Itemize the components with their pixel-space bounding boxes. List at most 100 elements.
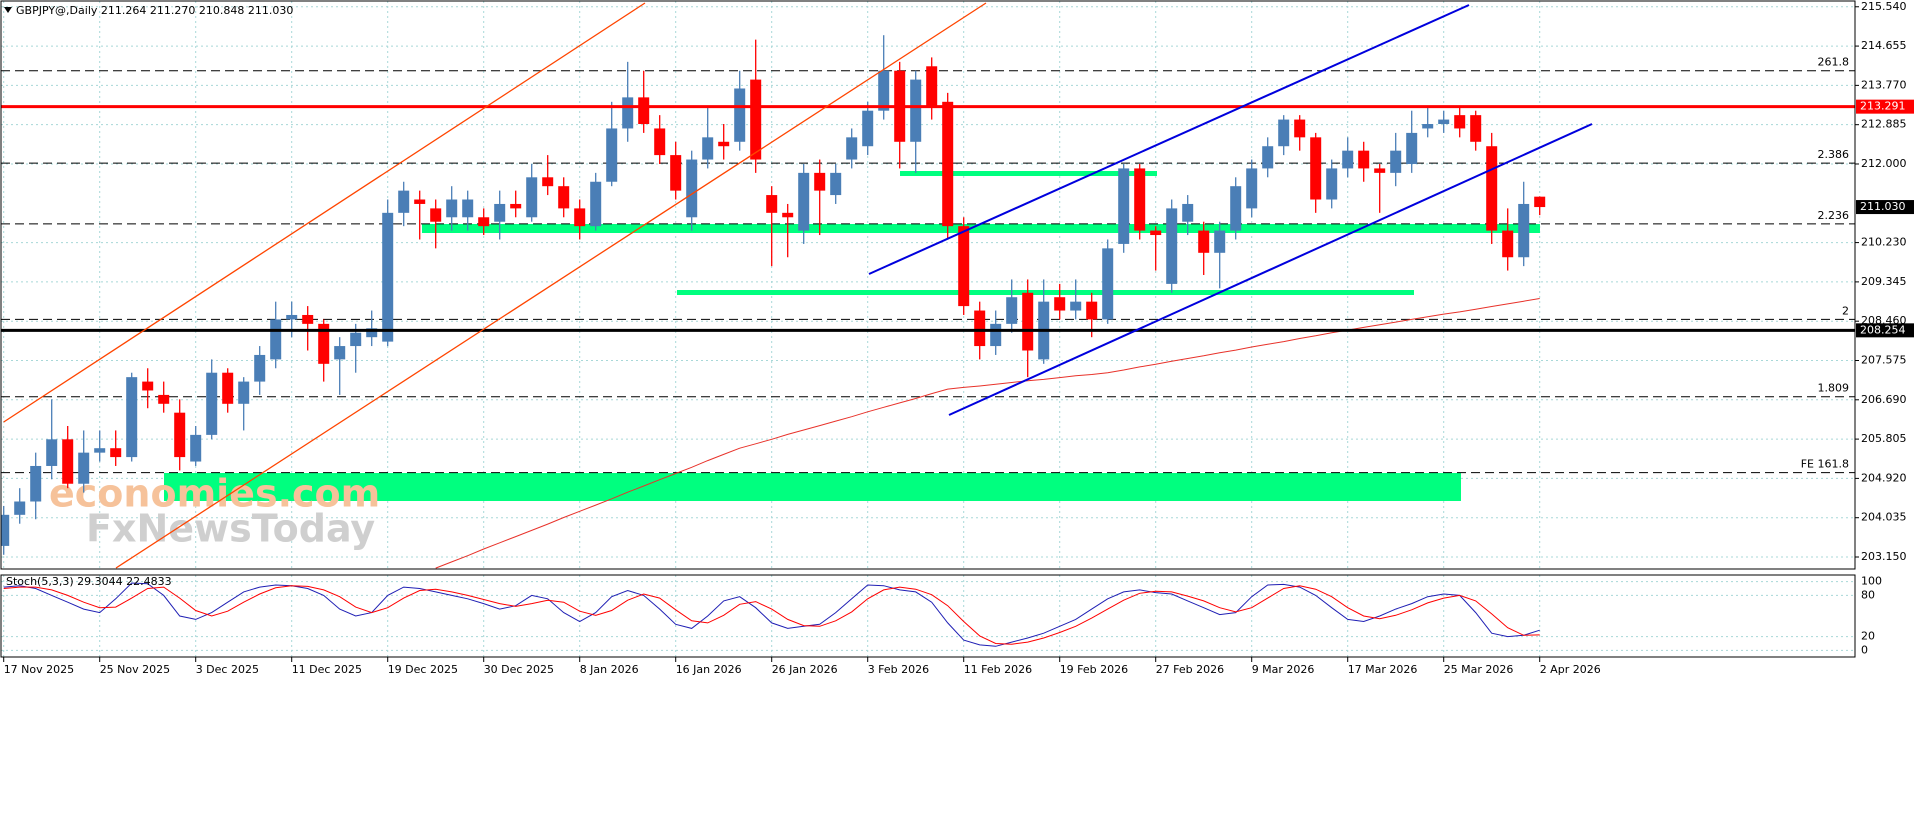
current-price-box [1856, 200, 1914, 215]
candle-body [686, 159, 698, 218]
channel-line [115, 2, 987, 569]
candle-body [574, 208, 586, 227]
x-tick-label: 9 Mar 2026 [1252, 663, 1315, 676]
candle-body [478, 217, 490, 227]
candle-body [542, 177, 554, 187]
candle-body [1422, 124, 1434, 129]
candle-body [1470, 115, 1482, 142]
moving-average [435, 298, 1540, 569]
candle-body [1166, 208, 1178, 284]
stochastic-line [3, 585, 1540, 645]
candle-body [286, 314, 298, 320]
support-zone [900, 171, 1157, 176]
indicator-frame [0, 574, 1856, 658]
price-line-box [1856, 323, 1914, 338]
level-label: 2.386 [1818, 148, 1850, 161]
candle-body [638, 97, 650, 125]
candle-body [830, 172, 842, 196]
menu-icon [4, 7, 12, 13]
y-tick-label: 205.805 [1861, 432, 1907, 445]
candle-body [942, 101, 954, 227]
indicator-tick-label: 80 [1861, 588, 1875, 601]
candle-body [46, 439, 58, 466]
x-tick-label: 25 Mar 2026 [1444, 663, 1514, 676]
candle-body [1150, 230, 1162, 236]
x-tick-label: 3 Feb 2026 [868, 663, 929, 676]
x-tick-label: 19 Feb 2026 [1060, 663, 1128, 676]
x-tick-label: 19 Dec 2025 [388, 663, 458, 676]
candle-body [206, 372, 218, 435]
candle-body [718, 141, 730, 147]
candle-body [190, 434, 202, 462]
candle-body [1438, 119, 1450, 125]
channel-line [3, 2, 646, 423]
candle-body [958, 226, 970, 307]
y-tick-label: 215.540 [1861, 0, 1907, 13]
x-tick-label: 26 Jan 2026 [772, 663, 838, 676]
candle-body [766, 195, 778, 213]
candle-body [222, 372, 234, 404]
candle-body [1, 514, 10, 546]
candle-body [814, 172, 826, 191]
candle-body [1518, 203, 1530, 258]
candle-body [462, 199, 474, 218]
y-tick-label: 212.885 [1861, 118, 1907, 131]
candle-body [974, 310, 986, 347]
candle-body [350, 332, 362, 347]
candle-body [1262, 146, 1274, 169]
candle-body [254, 354, 266, 382]
candle-body [1534, 196, 1546, 208]
level-label: 2.236 [1818, 209, 1850, 222]
candle-body [1294, 119, 1306, 138]
zones [164, 171, 1540, 501]
watermark-text: economies.com [49, 472, 380, 516]
x-tick-label: 8 Jan 2026 [580, 663, 639, 676]
level-label: 1.809 [1818, 382, 1850, 395]
candle-body [750, 79, 762, 160]
candle-body [126, 377, 138, 458]
candle-body [1230, 186, 1242, 231]
candle-body [1278, 119, 1290, 147]
candle-body [1502, 230, 1514, 258]
x-tick-label: 30 Dec 2025 [484, 663, 554, 676]
y-tick-label: 207.575 [1861, 353, 1907, 366]
x-tick-label: 17 Nov 2025 [4, 663, 74, 676]
candle-body [1310, 137, 1322, 200]
y-tick-label: 203.150 [1861, 550, 1907, 563]
candle-body [302, 314, 314, 324]
support-zone [677, 290, 1414, 295]
candle-body [494, 203, 506, 222]
price-line-label: 208.254 [1860, 323, 1906, 336]
candle-body [862, 110, 874, 147]
candle-body [78, 452, 90, 484]
candle-body [1022, 292, 1034, 351]
support-zone [422, 224, 1540, 233]
x-tick-label: 16 Jan 2026 [676, 663, 742, 676]
candle-body [1374, 168, 1386, 173]
candle-body [926, 66, 938, 107]
candle-body [1070, 301, 1082, 311]
level-label: 2 [1842, 304, 1849, 317]
candle-body [30, 465, 42, 502]
candle-body [622, 97, 634, 129]
trend-lines [3, 2, 1593, 569]
x-tick-label: 27 Feb 2026 [1156, 663, 1224, 676]
indicator-label: Stoch(5,3,3) 29.3044 22.4833 [6, 575, 172, 588]
x-tick-label: 2 Apr 2026 [1540, 663, 1601, 676]
candle-body [366, 328, 378, 338]
candle-body [510, 203, 522, 209]
level-label: FE 161.8 [1801, 458, 1849, 471]
candle-body [606, 128, 618, 182]
candle-body [414, 199, 426, 204]
support-zone [164, 473, 1461, 501]
y-tick-label: 204.035 [1861, 511, 1907, 524]
candle-body [318, 323, 330, 364]
candle-body [1198, 230, 1210, 253]
candle-body [990, 323, 1002, 347]
y-tick-label: 214.655 [1861, 39, 1907, 52]
candle-body [734, 88, 746, 142]
candle-body [1358, 150, 1370, 169]
